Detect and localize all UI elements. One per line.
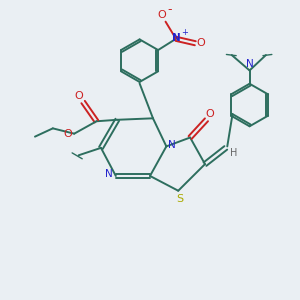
Text: O: O xyxy=(63,129,72,139)
Text: H: H xyxy=(230,148,238,158)
Text: +: + xyxy=(182,28,188,37)
Text: O: O xyxy=(158,10,166,20)
Text: -: - xyxy=(167,3,171,16)
Text: O: O xyxy=(197,38,206,48)
Text: O: O xyxy=(206,110,214,119)
Text: N: N xyxy=(172,33,180,43)
Text: N: N xyxy=(105,169,113,179)
Text: N: N xyxy=(168,140,176,150)
Text: S: S xyxy=(176,194,183,204)
Text: O: O xyxy=(74,91,83,100)
Text: N: N xyxy=(246,59,254,69)
